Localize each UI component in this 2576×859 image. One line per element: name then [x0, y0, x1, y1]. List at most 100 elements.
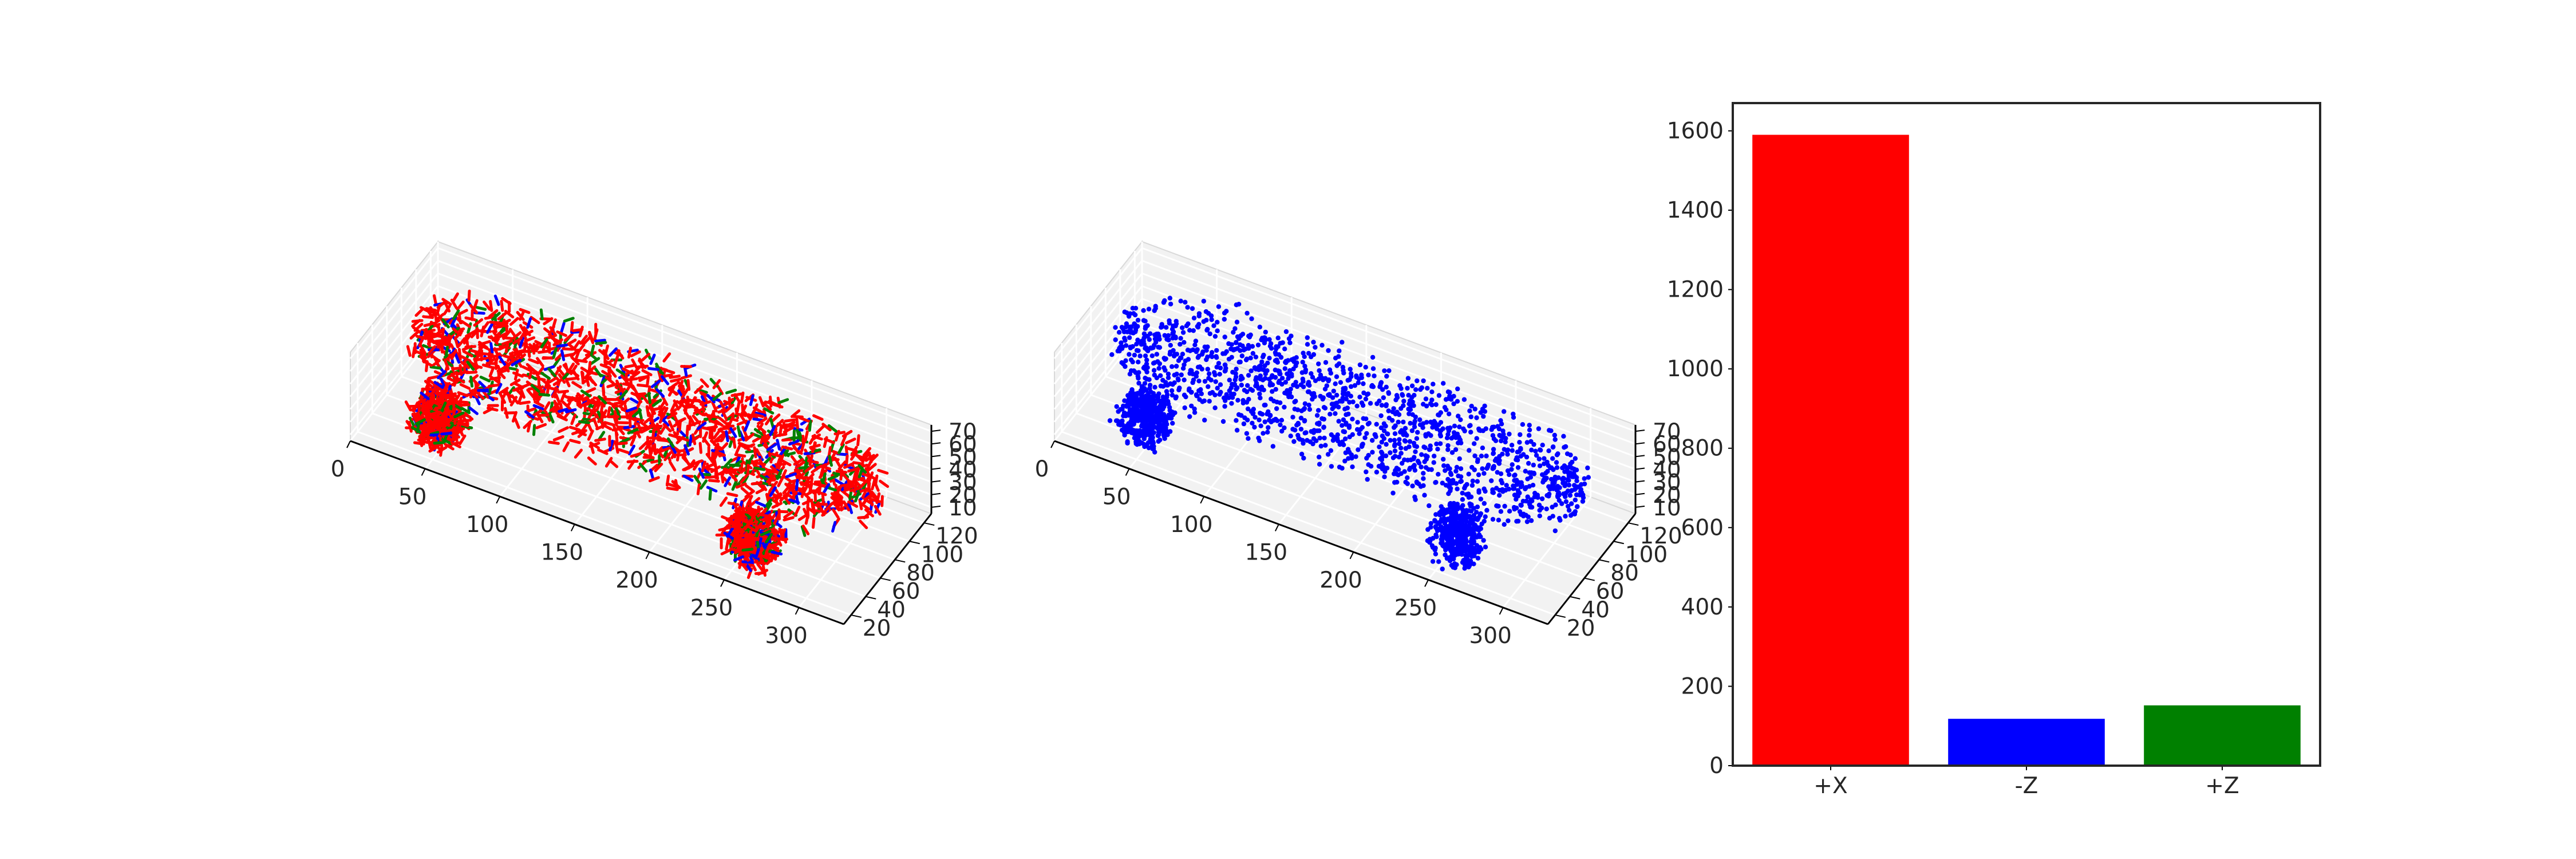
data-point	[1132, 322, 1137, 327]
data-point	[1109, 352, 1115, 357]
data-point	[1434, 426, 1440, 431]
data-point	[1378, 425, 1384, 431]
data-point	[569, 439, 581, 444]
data-point	[588, 442, 600, 448]
data-point	[1463, 553, 1468, 558]
data-point	[784, 482, 794, 492]
data-point	[465, 334, 469, 347]
data-point	[1250, 388, 1255, 393]
data-point	[490, 376, 501, 384]
data-point	[784, 451, 796, 457]
data-point	[1409, 383, 1415, 388]
x-tick-label: 200	[615, 568, 658, 593]
gridline-z	[1053, 272, 1636, 458]
data-point	[1124, 404, 1129, 409]
data-point	[1291, 439, 1297, 444]
data-point	[762, 401, 772, 411]
data-point	[536, 412, 544, 423]
data-point	[1201, 298, 1206, 304]
data-point	[523, 420, 532, 430]
data-point	[512, 371, 524, 378]
x-tick	[346, 440, 351, 448]
data-point	[745, 484, 755, 493]
data-point	[854, 491, 860, 503]
data-point	[1423, 445, 1428, 450]
data-point	[1476, 490, 1481, 495]
data-point	[649, 353, 656, 365]
data-point	[1582, 481, 1587, 487]
data-point	[1364, 416, 1369, 421]
data-point	[1314, 413, 1320, 418]
data-point	[1120, 326, 1126, 332]
data-point	[1217, 392, 1222, 397]
data-point	[1155, 332, 1160, 338]
data-point	[1226, 356, 1232, 362]
data-point	[1497, 492, 1502, 498]
data-point	[1372, 373, 1377, 379]
data-point	[1484, 507, 1490, 513]
data-point	[1287, 340, 1293, 345]
data-point	[1398, 451, 1404, 456]
data-point	[1569, 501, 1574, 506]
data-point	[1195, 393, 1200, 399]
z-tick	[931, 467, 941, 470]
data-point	[753, 514, 762, 525]
data-point	[1286, 336, 1292, 341]
data-point	[1334, 374, 1340, 379]
data-point	[1392, 425, 1397, 430]
data-point	[1425, 385, 1430, 391]
data-point	[1427, 503, 1432, 509]
data-point	[1172, 410, 1178, 415]
data-point	[845, 438, 856, 444]
data-point	[1483, 488, 1488, 494]
data-point	[1257, 376, 1263, 381]
data-point	[1484, 466, 1490, 471]
data-point	[729, 396, 737, 407]
data-point	[1144, 393, 1149, 399]
data-point	[1436, 422, 1441, 427]
data-point	[464, 316, 477, 321]
data-point	[1207, 331, 1212, 337]
data-point	[549, 403, 559, 412]
y-tick	[851, 614, 862, 618]
data-point	[1141, 308, 1146, 313]
data-point	[427, 345, 437, 355]
data-point	[1582, 476, 1587, 481]
data-point	[675, 417, 686, 424]
data-point	[1364, 431, 1369, 436]
data-point	[1357, 362, 1363, 368]
data-point	[589, 401, 601, 406]
data-point	[750, 481, 763, 486]
data-point	[1381, 395, 1386, 400]
data-point	[1574, 467, 1579, 472]
data-point	[1478, 497, 1483, 502]
x-tick	[496, 496, 501, 504]
data-point	[1331, 388, 1336, 394]
data-point	[1496, 518, 1502, 523]
data-point	[1374, 421, 1379, 427]
data-point	[512, 386, 524, 392]
data-point	[1334, 436, 1340, 441]
gridline-y	[1133, 251, 1629, 524]
data-point	[1301, 455, 1306, 461]
data-point	[1296, 436, 1301, 441]
data-point	[1119, 340, 1124, 345]
data-point	[641, 353, 651, 362]
data-point	[1554, 465, 1560, 470]
data-point	[457, 421, 469, 428]
data-point	[1455, 537, 1460, 542]
data-point	[736, 530, 745, 540]
data-point	[1337, 464, 1342, 470]
data-point	[580, 389, 591, 397]
data-point	[1114, 404, 1119, 409]
data-point	[1433, 551, 1439, 557]
data-point	[1378, 413, 1384, 419]
data-point	[1215, 320, 1220, 325]
data-point	[714, 433, 724, 443]
data-point	[513, 352, 523, 361]
data-point	[704, 475, 716, 479]
data-point	[1148, 426, 1153, 431]
data-point	[1394, 393, 1400, 398]
data-point	[673, 399, 680, 411]
data-point	[1147, 337, 1152, 342]
